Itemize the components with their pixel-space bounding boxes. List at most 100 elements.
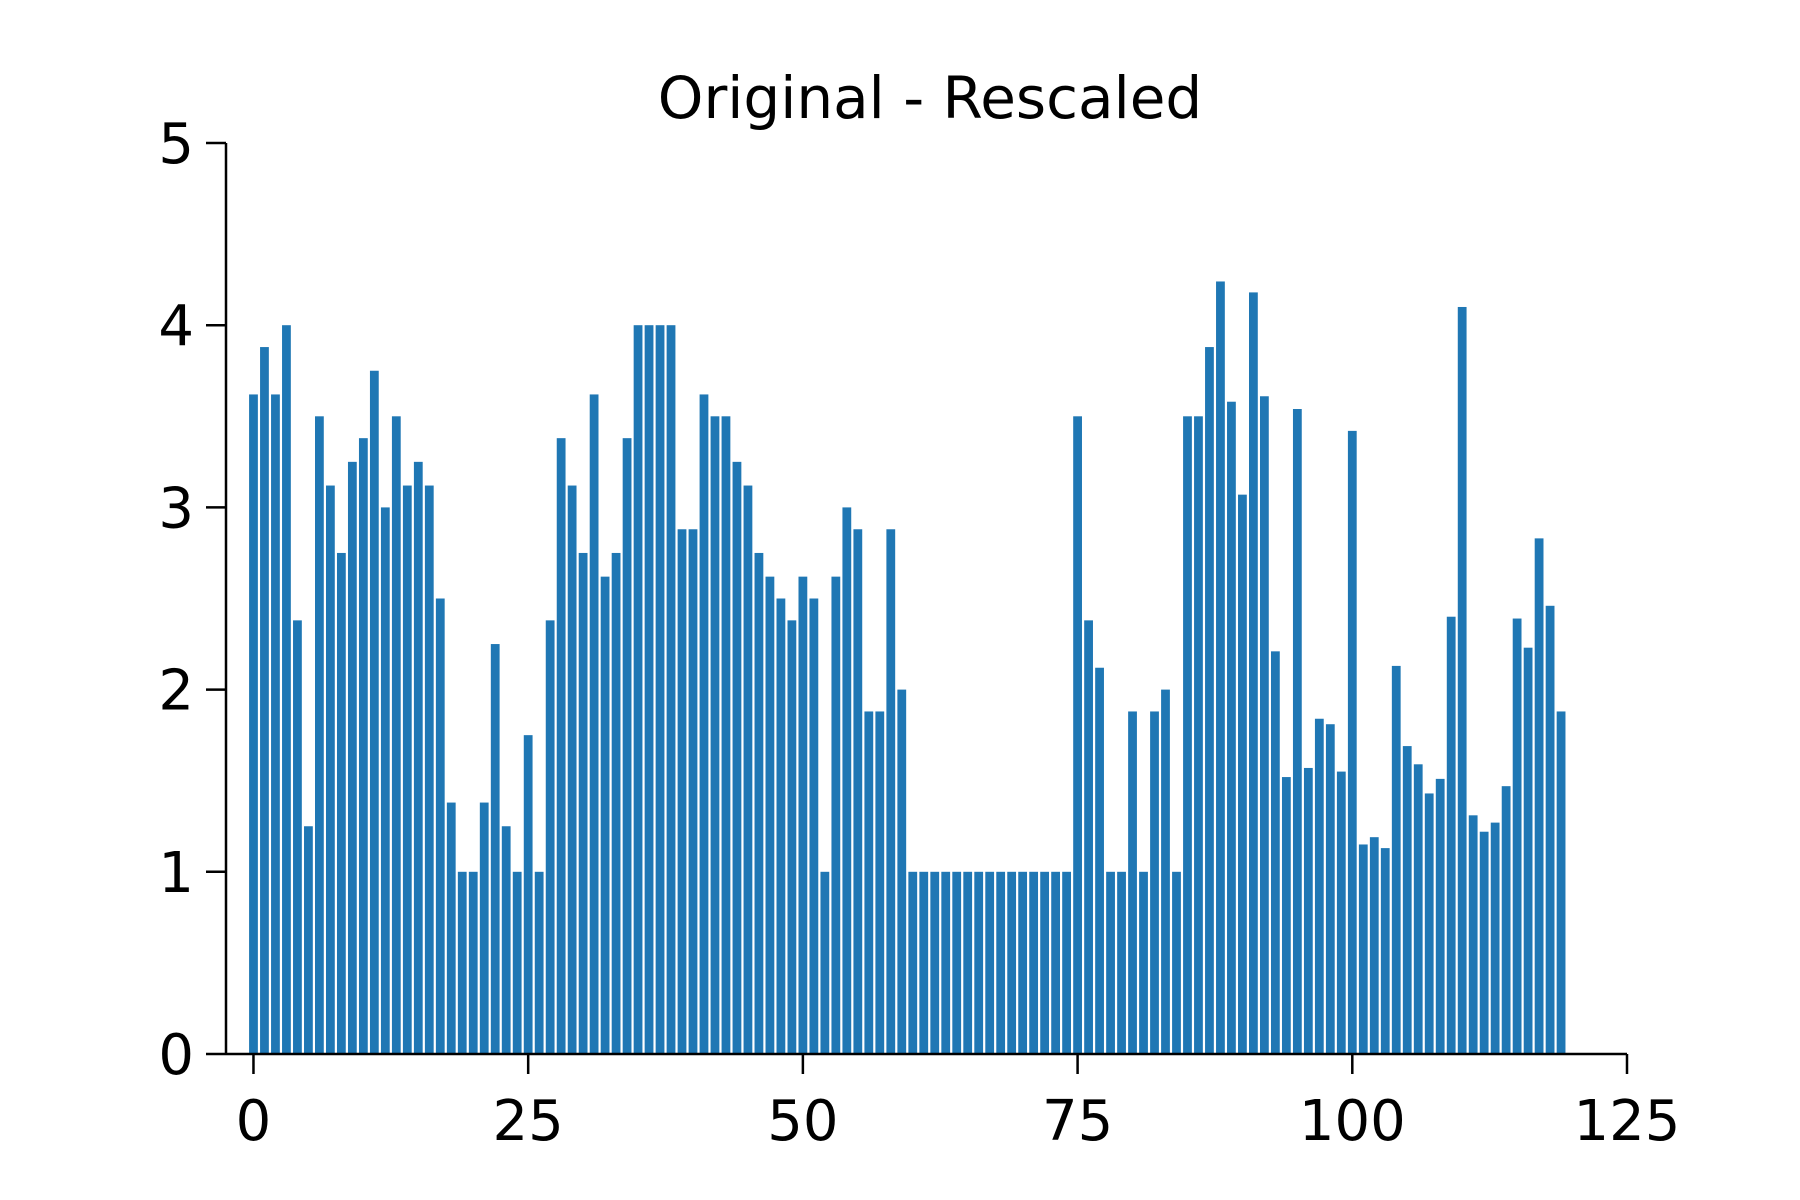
bar-78 [1106, 871, 1115, 1054]
bar-36 [644, 325, 654, 1054]
bar-70 [1018, 871, 1028, 1054]
bar-87 [1205, 347, 1214, 1054]
bar-26 [534, 871, 544, 1054]
bar-21 [479, 802, 489, 1054]
bar-59 [897, 689, 907, 1054]
bar-3 [282, 325, 291, 1054]
bar-16 [424, 485, 434, 1054]
bar-49 [787, 620, 797, 1054]
bar-47 [765, 576, 775, 1054]
x-tick-label: 25 [493, 1089, 564, 1154]
bar-90 [1238, 494, 1247, 1054]
bar-66 [974, 871, 984, 1054]
bar-22 [490, 644, 500, 1054]
y-tick-label: 2 [158, 659, 194, 724]
bar-28 [556, 438, 566, 1054]
bar-109 [1446, 616, 1456, 1054]
x-tick-label: 125 [1574, 1089, 1681, 1154]
x-tick-label: 0 [236, 1089, 272, 1154]
bar-57 [875, 711, 885, 1054]
bar-83 [1161, 689, 1170, 1054]
bar-85 [1183, 416, 1192, 1054]
bar-56 [864, 711, 874, 1054]
bar-106 [1413, 764, 1423, 1054]
bar-8 [336, 552, 346, 1054]
bar-82 [1150, 711, 1159, 1054]
bar-11 [369, 370, 379, 1054]
bar-29 [567, 485, 577, 1054]
bar-10 [358, 438, 368, 1054]
bar-99 [1336, 771, 1346, 1054]
bar-44 [732, 461, 742, 1055]
bar-18 [446, 802, 456, 1054]
bar-114 [1501, 786, 1511, 1054]
bar-89 [1227, 401, 1236, 1055]
bar-39 [677, 529, 687, 1054]
bar-115 [1512, 618, 1522, 1054]
bar-110 [1457, 306, 1467, 1055]
bar-45 [743, 485, 753, 1054]
bar-63 [941, 871, 951, 1054]
bar-108 [1435, 778, 1445, 1054]
bar-31 [589, 394, 599, 1054]
bar-52 [820, 871, 830, 1054]
bar-46 [754, 552, 764, 1054]
x-axis: 0 25 50 75 100 125 [226, 1052, 1681, 1154]
bar-80 [1128, 711, 1137, 1054]
bar-55 [853, 529, 863, 1054]
bar-112 [1479, 831, 1489, 1054]
bar-92 [1259, 396, 1269, 1054]
y-tick-label: 1 [158, 841, 194, 906]
bar-88 [1216, 281, 1225, 1055]
bar-76 [1084, 620, 1093, 1054]
bar-54 [842, 507, 852, 1054]
bar-30 [578, 552, 588, 1054]
bar-9 [347, 461, 357, 1055]
bar-24 [512, 871, 522, 1054]
bar-107 [1424, 793, 1434, 1054]
bar-69 [1007, 871, 1017, 1054]
bar-51 [809, 598, 819, 1054]
bar-117 [1534, 538, 1544, 1054]
bar-71 [1029, 871, 1039, 1054]
bar-64 [952, 871, 962, 1054]
bar-5 [304, 826, 313, 1054]
y-tick-label: 5 [158, 112, 194, 177]
bar-37 [655, 325, 665, 1054]
bar-48 [776, 598, 786, 1054]
bar-96 [1303, 767, 1313, 1054]
bar-13 [391, 416, 401, 1054]
bar-86 [1194, 416, 1203, 1054]
bar-91 [1249, 292, 1258, 1054]
bar-25 [523, 735, 533, 1054]
x-tick-label: 100 [1299, 1089, 1406, 1154]
bar-100 [1347, 430, 1357, 1054]
y-tick-label: 4 [158, 294, 194, 359]
bar-12 [380, 507, 390, 1054]
bar-101 [1358, 844, 1368, 1054]
bar-119 [1556, 711, 1566, 1054]
bar-102 [1369, 837, 1379, 1054]
bar-14 [402, 485, 412, 1054]
bar-61 [919, 871, 929, 1054]
bar-34 [622, 438, 632, 1054]
bar-20 [468, 871, 478, 1054]
bar-103 [1380, 848, 1390, 1054]
bar-72 [1040, 871, 1050, 1054]
x-tick-label: 50 [767, 1089, 838, 1154]
bar-58 [886, 529, 896, 1054]
bar-40 [688, 529, 698, 1054]
bar-35 [633, 325, 643, 1054]
bar-67 [985, 871, 995, 1054]
y-tick-label: 3 [158, 476, 194, 541]
bar-17 [435, 598, 445, 1054]
bar-2 [271, 394, 280, 1054]
bar-38 [666, 325, 676, 1054]
bar-19 [457, 871, 467, 1054]
bar-104 [1391, 665, 1401, 1054]
x-tick-label: 75 [1042, 1089, 1113, 1154]
bar-15 [413, 461, 423, 1055]
y-axis: 0 1 2 3 4 5 [158, 112, 228, 1088]
y-tick-label: 0 [158, 1023, 194, 1088]
bar-94 [1281, 777, 1291, 1054]
